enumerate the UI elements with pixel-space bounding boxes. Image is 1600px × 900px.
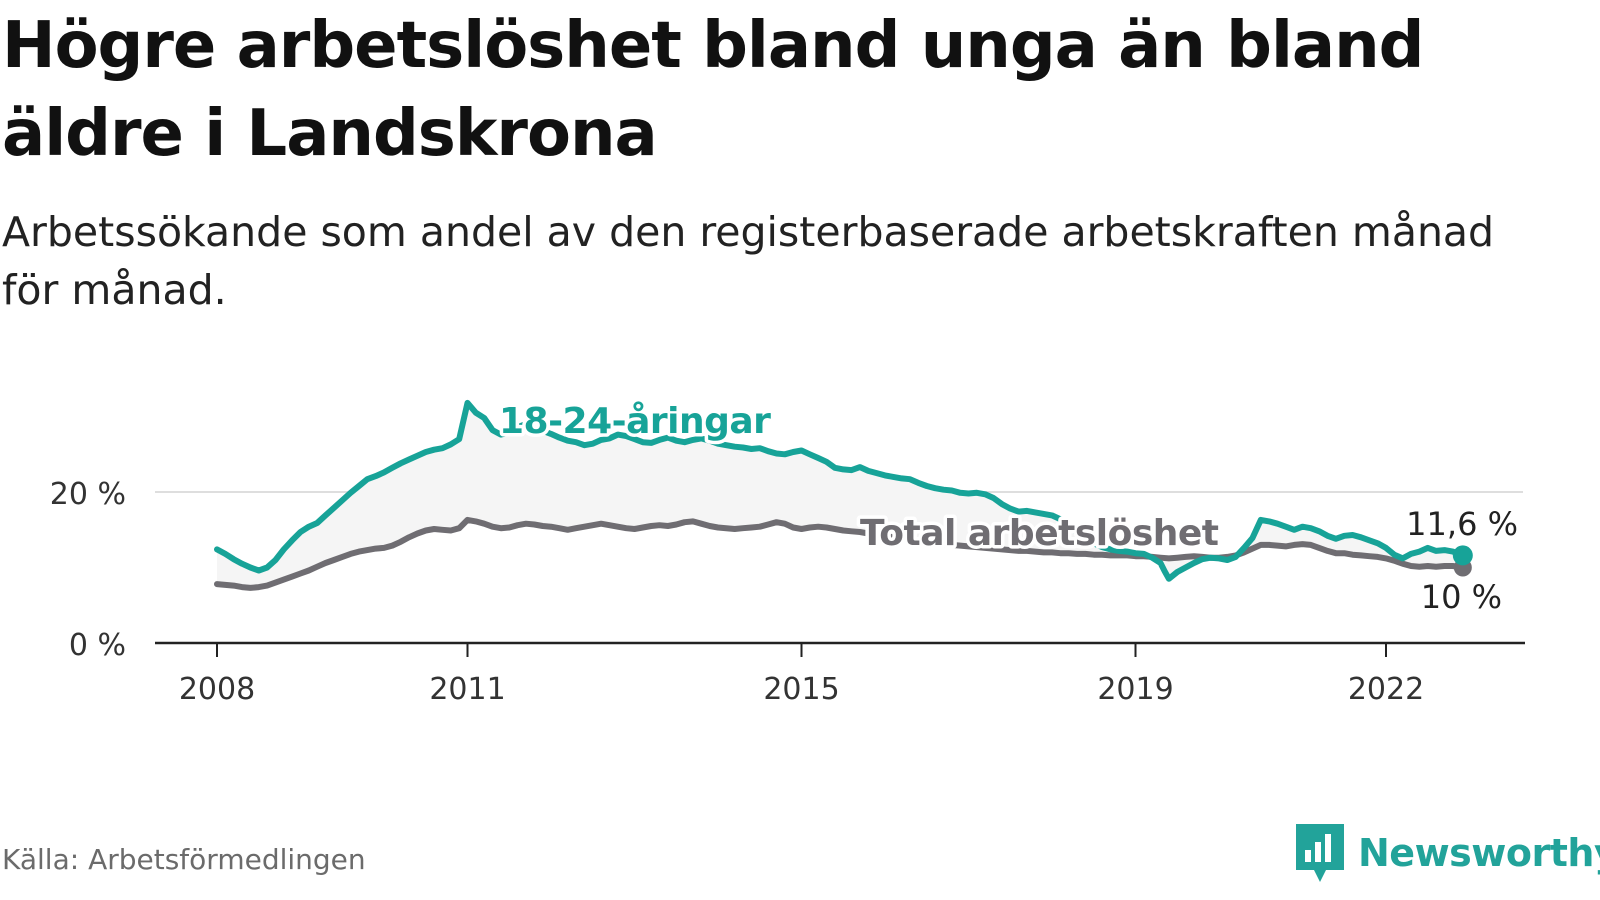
- x-tick-label: 2019: [1097, 672, 1173, 707]
- axis-layer: 0 % 20 % 2008 2011 2015 2019 2022: [50, 477, 1525, 707]
- series-line-total: [214, 516, 1466, 591]
- series-label-total: Total arbetslöshet: [860, 513, 1219, 554]
- chart-title: Högre arbetslöshet bland unga än bland ä…: [2, 9, 1424, 171]
- series-layer: [214, 399, 1473, 591]
- x-tick-label: 2011: [429, 672, 505, 707]
- y-tick-label: 20 %: [50, 477, 126, 512]
- end-value-total: 10 %: [1421, 578, 1502, 616]
- brand-logo[interactable]: Newsworthy: [1292, 818, 1600, 888]
- x-tick-label: 2022: [1348, 672, 1424, 707]
- end-point-youth: [1452, 545, 1473, 566]
- x-tick-label: 2008: [179, 672, 255, 707]
- y-tick-label: 0 %: [69, 628, 126, 663]
- brand-name: Newsworthy: [1358, 831, 1600, 875]
- label-layer: 18-24-åringar Total arbetslöshet 11,6 % 10 …: [496, 398, 1522, 620]
- newsworthy-logo-icon: [1296, 824, 1344, 882]
- series-line-youth: [214, 399, 1466, 582]
- chart-subtitle: Arbetssökande som andel av den registerb…: [2, 208, 1495, 314]
- line-chart: 0 % 20 % 2008 2011 2015 2019 2022 18-24-åringa…: [50, 398, 1525, 707]
- series-label-youth: 18-24-åringar: [499, 401, 771, 442]
- gap-area: [217, 402, 1463, 588]
- source-note: Källa: Arbetsförmedlingen: [2, 843, 366, 876]
- end-value-youth: 11,6 %: [1406, 505, 1518, 543]
- x-tick-label: 2015: [763, 672, 839, 707]
